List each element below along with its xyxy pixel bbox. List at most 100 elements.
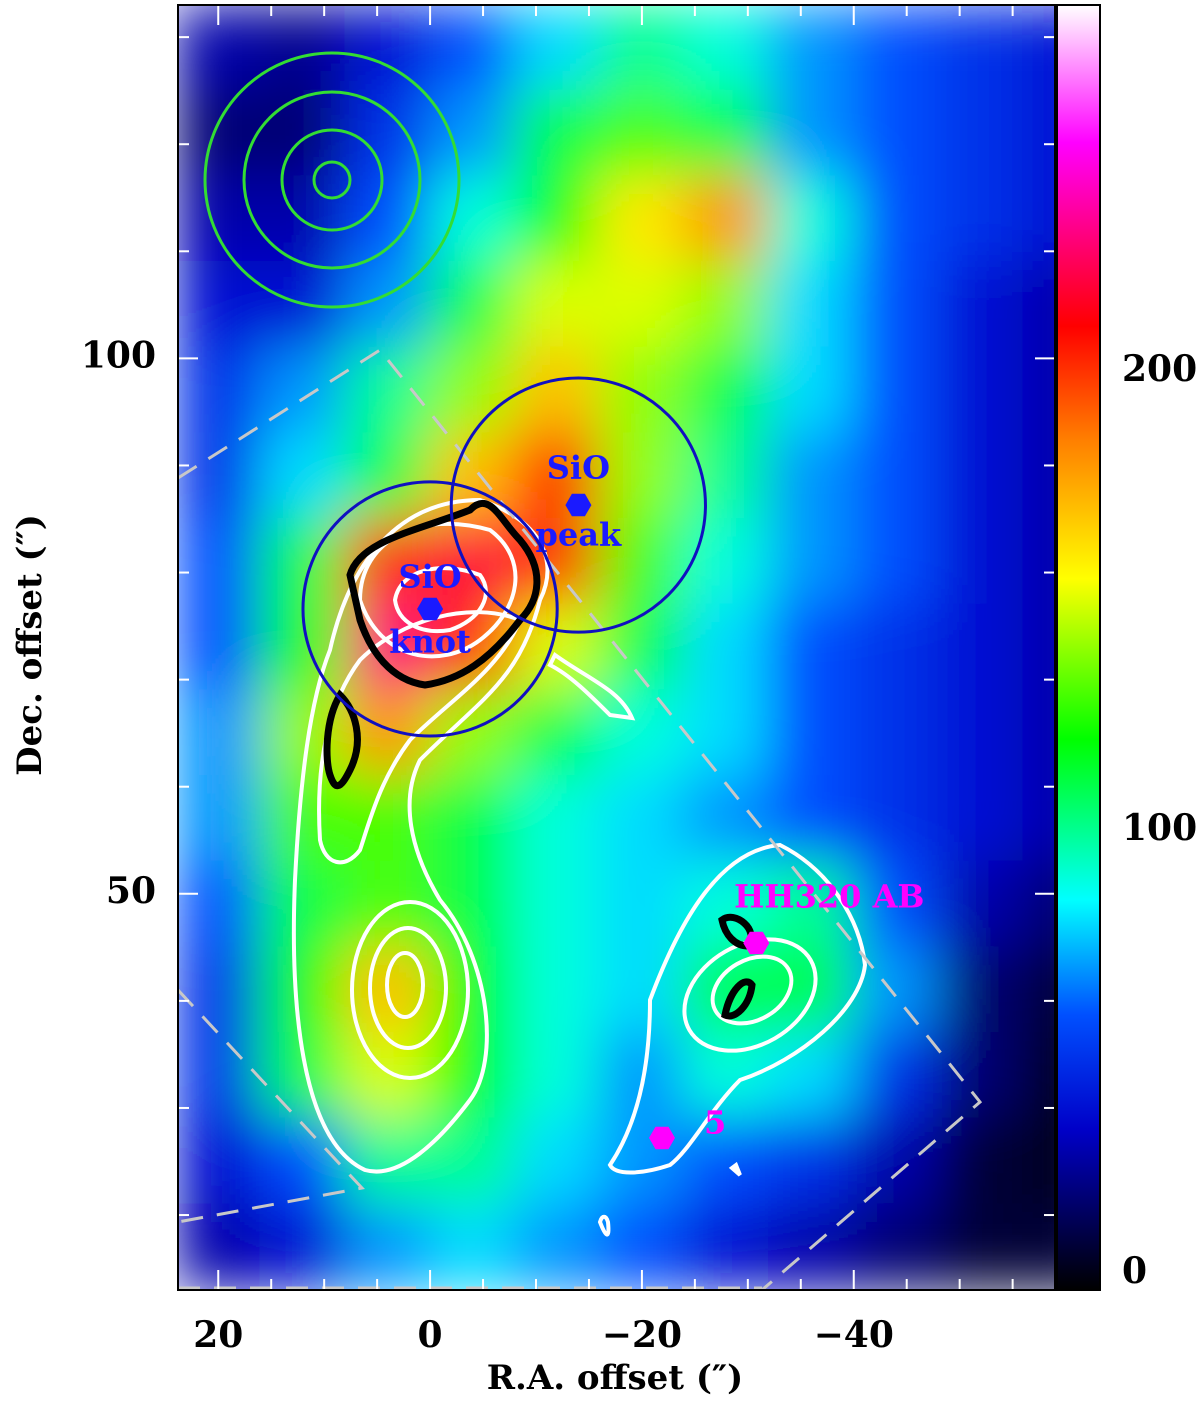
heat-cell [344, 1117, 432, 1206]
marker-label: SiO [547, 449, 610, 487]
y-axis-label: Dec. offset (″) [10, 514, 50, 776]
heat-cell [429, 261, 516, 349]
source-marker [565, 493, 592, 517]
heat-cell [1022, 603, 1055, 692]
heat-cell [598, 89, 686, 178]
heat-cell [1022, 432, 1055, 520]
heat-cell [178, 175, 262, 263]
heat-cell [513, 775, 601, 863]
coverage-outline [178, 348, 983, 1290]
heat-cell [259, 5, 347, 92]
heat-cell [937, 89, 1025, 178]
heat-cell [598, 261, 686, 349]
heat-cell [1022, 1032, 1055, 1120]
heat-cell [1022, 860, 1055, 949]
beam-circle [312, 160, 352, 200]
heat-cell [178, 1203, 262, 1290]
beam-circle [203, 51, 461, 309]
heat-cell [852, 603, 940, 692]
heat-cell [937, 775, 1025, 863]
contour [323, 689, 361, 790]
heat-cell [344, 346, 432, 435]
heat-cell [178, 860, 262, 949]
heat-cell [768, 5, 855, 92]
heat-cell [178, 1032, 262, 1120]
heat-cell [768, 689, 855, 777]
heat-cell [513, 860, 601, 949]
heat-cell [513, 689, 601, 777]
beam-footprint [449, 376, 707, 634]
heat-cell [937, 1032, 1025, 1120]
heat-cell [178, 775, 262, 863]
marker-label: 5 [704, 1103, 726, 1141]
heat-cell [429, 89, 516, 178]
heat-cell [852, 1032, 940, 1120]
heat-cell [937, 175, 1025, 263]
heat-cell [598, 432, 686, 520]
heat-cell [683, 432, 771, 520]
heat-cell [768, 518, 855, 606]
heat-cell [937, 346, 1025, 435]
heat-cell [429, 1203, 516, 1290]
heat-cell [683, 689, 771, 777]
beam-circle [242, 90, 422, 270]
x-tick-label: −20 [602, 1314, 682, 1356]
heat-cell [937, 860, 1025, 949]
y-tick-label: 50 [106, 870, 156, 912]
heat-cell [937, 946, 1025, 1034]
heat-cell [768, 432, 855, 520]
heat-cell [937, 5, 1025, 92]
colorbar-tick-label: 200 [1122, 348, 1197, 390]
marker-label: peak [536, 516, 622, 554]
heat-cell [1022, 261, 1055, 349]
heat-cell [937, 1203, 1025, 1290]
heat-cell [683, 346, 771, 435]
contour [350, 900, 470, 1080]
heat-cell [598, 946, 686, 1034]
heat-cell [429, 775, 516, 863]
heat-cell [598, 689, 686, 777]
heat-cell [344, 432, 432, 520]
colorbar-tick-label: 100 [1122, 807, 1197, 849]
heat-cell [429, 1032, 516, 1120]
heat-cell [1022, 1203, 1055, 1290]
heat-cell [598, 860, 686, 949]
heat-cell [429, 346, 516, 435]
heat-cell [178, 432, 262, 520]
heat-cell [259, 89, 347, 178]
heat-cell [768, 89, 855, 178]
contour [385, 951, 425, 1019]
heat-cell [937, 603, 1025, 692]
contour [597, 1214, 611, 1237]
x-axis-label: R.A. offset (″) [487, 1358, 743, 1398]
contour [682, 937, 818, 1053]
heat-cell [852, 775, 940, 863]
heat-cell [683, 1117, 771, 1206]
heat-cell [683, 1203, 771, 1290]
source-marker [743, 931, 770, 955]
heat-cell [768, 775, 855, 863]
heat-cell [768, 860, 855, 949]
heat-cell [513, 261, 601, 349]
heat-cell [178, 518, 262, 606]
heat-cell [178, 689, 262, 777]
heat-cell [513, 89, 601, 178]
contour [728, 1161, 742, 1177]
heat-cell [1022, 346, 1055, 435]
heat-cell [683, 603, 771, 692]
heat-cell [1022, 89, 1055, 178]
contour [607, 842, 868, 1175]
heat-cell [259, 1117, 347, 1206]
heat-cell [937, 689, 1025, 777]
contour [317, 610, 523, 865]
heat-cell [259, 432, 347, 520]
heat-cell [768, 1032, 855, 1120]
heat-cell [513, 5, 601, 92]
heat-cell [178, 5, 262, 92]
heatmap [178, 5, 1055, 1290]
heat-cell [344, 1203, 432, 1290]
heat-cell [852, 5, 940, 92]
heat-cell [1022, 5, 1055, 92]
heat-cell [852, 175, 940, 263]
heat-cell [683, 175, 771, 263]
